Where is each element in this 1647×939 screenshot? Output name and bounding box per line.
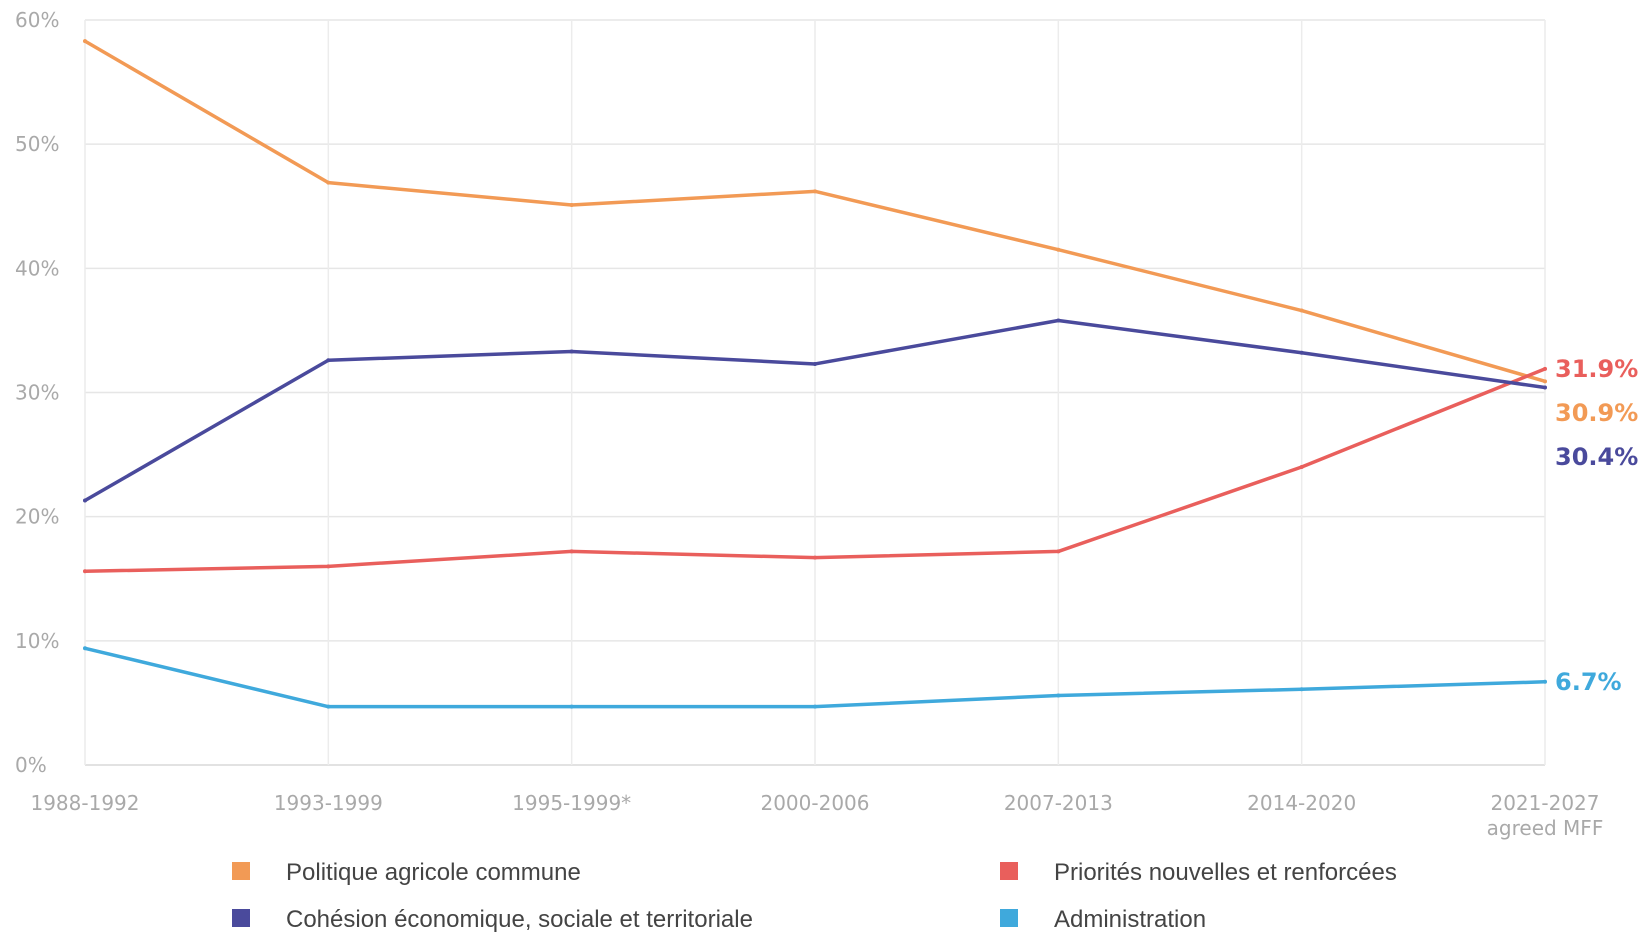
data-point [569, 704, 574, 709]
y-tick-label: 10% [15, 629, 59, 653]
data-point [1299, 350, 1304, 355]
data-point [83, 646, 87, 651]
data-point [813, 189, 817, 194]
legend-item: Administration [1000, 906, 1206, 933]
y-tick-label: 50% [15, 132, 59, 156]
data-point [1056, 247, 1061, 252]
data-point [569, 349, 574, 354]
data-point [1056, 318, 1061, 323]
x-tick-label: 2000-2006 [760, 791, 869, 815]
legend-swatch [1000, 862, 1018, 880]
end-value-labels: 31.9% 30.9% 30.4% 6.7% [1555, 355, 1638, 696]
data-point [1299, 687, 1304, 692]
data-point [1543, 385, 1547, 390]
y-tick-label: 60% [15, 8, 59, 32]
series-lines [83, 39, 1547, 709]
legend-item: Politique agricole commune [232, 859, 581, 886]
y-tick-label: 40% [15, 256, 59, 280]
y-axis-tick-labels: 0% 10% 20% 30% 40% 50% 60% [15, 8, 59, 777]
data-point [1543, 679, 1547, 684]
data-point [326, 358, 331, 363]
legend-label: Priorités nouvelles et renforcées [1054, 859, 1397, 886]
data-point [569, 549, 574, 554]
data-point [1056, 549, 1061, 554]
x-axis-tick-labels: 1988-1992 1993-1999 1995-1999* 2000-2006 200… [30, 791, 1603, 840]
end-value-label: 30.4% [1555, 443, 1638, 471]
data-point [83, 498, 87, 503]
y-tick-label: 20% [15, 505, 59, 529]
end-value-label: 31.9% [1555, 355, 1638, 383]
data-point [1299, 465, 1304, 469]
y-tick-label: 30% [15, 381, 59, 405]
x-tick-sublabel: agreed MFF [1487, 816, 1604, 840]
legend-label: Administration [1054, 906, 1206, 933]
legend-item: Priorités nouvelles et renforcées [1000, 859, 1397, 886]
legend-swatch [1000, 909, 1018, 927]
data-point [83, 569, 87, 574]
data-point [326, 180, 331, 185]
legend-swatch [232, 862, 250, 880]
x-tick-label: 1995-1999* [512, 791, 631, 815]
legend: Politique agricole commune Priorités nouv… [232, 859, 1397, 933]
x-tick-label: 2021-2027 [1490, 791, 1599, 815]
data-point [813, 361, 817, 366]
y-tick-label: 0% [15, 753, 47, 777]
x-tick-label: 1993-1999 [274, 791, 383, 815]
data-point [326, 564, 331, 569]
legend-item: Cohésion économique, sociale et territor… [232, 906, 753, 933]
data-point [326, 704, 331, 709]
x-tick-label: 2014-2020 [1247, 791, 1356, 815]
data-point [569, 203, 574, 208]
data-point [1299, 308, 1304, 313]
grid-lines [84, 19, 1546, 766]
end-value-label: 6.7% [1555, 668, 1622, 696]
legend-swatch [232, 909, 250, 927]
data-point [813, 704, 817, 709]
data-point [813, 555, 817, 560]
x-tick-label: 1988-1992 [30, 791, 139, 815]
data-point [1543, 379, 1547, 384]
legend-label: Cohésion économique, sociale et territor… [286, 906, 753, 933]
data-point [1543, 366, 1547, 371]
end-value-label: 30.9% [1555, 399, 1638, 427]
legend-label: Politique agricole commune [286, 859, 581, 886]
data-point [1056, 693, 1061, 698]
data-point [83, 39, 87, 44]
x-tick-label: 2007-2013 [1004, 791, 1113, 815]
